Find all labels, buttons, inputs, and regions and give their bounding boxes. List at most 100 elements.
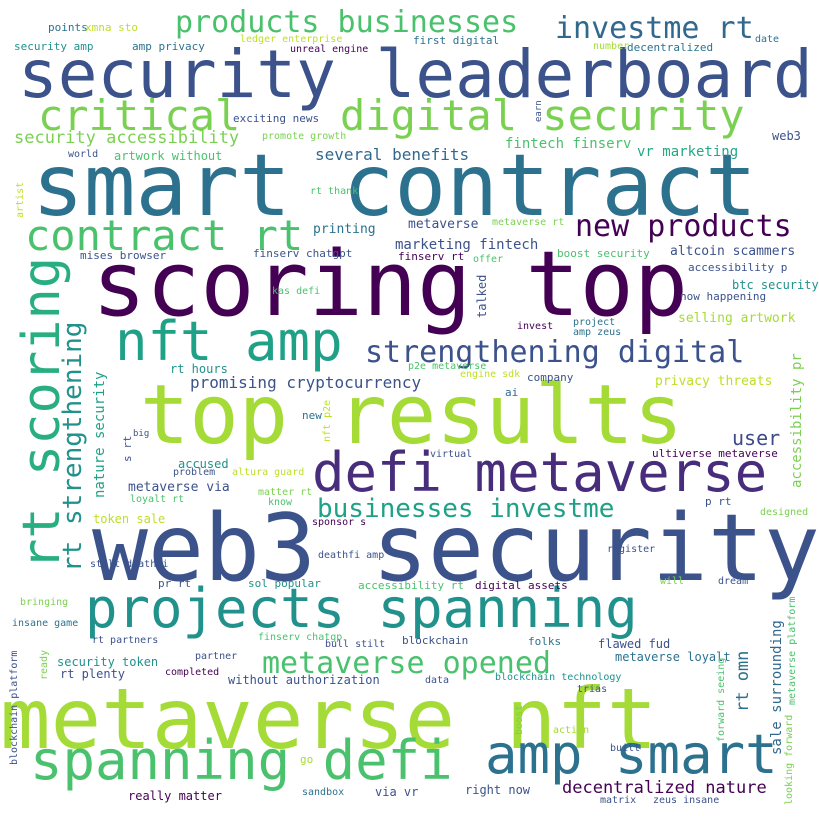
word-bringing: bringing (20, 597, 69, 608)
word-altcoin-scammers: altcoin scammers (670, 244, 796, 259)
word-metaverse: metaverse (408, 217, 479, 232)
word-new-products: new products (575, 209, 792, 244)
word-fintech-finserv: fintech finserv (505, 136, 632, 152)
word-rt-hours: rt hours (170, 362, 228, 376)
word-metaverse-loyalt: metaverse loyalt (615, 650, 731, 664)
word-register: register (607, 544, 656, 555)
word-strengthening-digital: strengthening digital (365, 335, 745, 370)
word-sandbox: sandbox (302, 787, 345, 798)
word-amp-smart: amp smart (485, 723, 778, 786)
word-promote-growth: promote growth (262, 131, 347, 142)
word-user: user (732, 426, 781, 450)
word-p2e-metaverse: p2e metaverse (408, 361, 487, 372)
word-promising-cryptocurrency: promising cryptocurrency (190, 373, 422, 392)
word-btc-security: btc security (732, 278, 819, 292)
word-web3-security: web3 security (92, 494, 819, 602)
word-new: new (302, 409, 322, 422)
word-project: project (573, 317, 616, 328)
word-ai: ai (505, 386, 519, 399)
word-ultiverse-metaverse: ultiverse metaverse (652, 447, 778, 460)
word-accessibility-p: accessibility p (688, 261, 788, 274)
word-deathfi-amp: deathfi amp (318, 550, 385, 561)
word-completed: completed (165, 667, 220, 678)
word-sponsor-s: sponsor s (312, 517, 367, 528)
word-metaverse-rt: metaverse rt (492, 217, 565, 228)
word-matter-rt: matter rt (258, 487, 313, 498)
word-folks: folks (528, 635, 562, 648)
word-rt-thank: rt thank (310, 186, 359, 197)
word-s-rt: s rt (121, 435, 134, 463)
word-rt-omn: rt omn (733, 650, 753, 712)
word-decentralized: decentralized (627, 41, 714, 54)
word-problem: problem (173, 467, 216, 478)
word-sol-popular: sol popular (248, 577, 321, 590)
word-metaverse-opened: metaverse opened (262, 646, 551, 681)
word-marketing-fintech: marketing fintech (395, 237, 539, 253)
word-number: number (593, 41, 630, 52)
word-spanning-defi: spanning defi (30, 729, 453, 792)
word-big: big (133, 429, 150, 439)
word-pr-rt: pr rt (158, 577, 192, 590)
word-designed: designed (760, 507, 809, 518)
word-insane-game: insane game (12, 618, 79, 629)
word-finserv-rt: finserv rt (398, 250, 465, 263)
word-nft-p2e: nft p2e (322, 399, 333, 442)
word-stilt-deathfi: stilt deathfi (90, 559, 169, 570)
word-unreal-engine: unreal engine (290, 44, 369, 55)
word-decentralized-nature: decentralized nature (562, 778, 767, 798)
word-rt-plenty: rt plenty (60, 667, 126, 681)
word-security-amp: security amp (14, 40, 94, 53)
word-contract-rt: contract rt (25, 211, 304, 260)
word-several-benefits: several benefits (315, 145, 470, 164)
word-artwork-without: artwork without (114, 149, 223, 163)
word-blockchain-platform: blockchain platform (9, 650, 20, 765)
word-nft-amp: nft amp (115, 310, 343, 373)
word-go: go (300, 753, 314, 766)
word-right-now: right now (465, 783, 531, 797)
word-rt-partners: rt partners (92, 635, 159, 646)
word-xmna-sto: xmna sto (85, 21, 138, 34)
word-really-matter: really matter (128, 789, 222, 803)
word-businesses-investme: businesses investme (317, 494, 615, 524)
word-forward-seeing: forward seeing (716, 657, 727, 742)
word-world: world (68, 149, 99, 160)
word-finserv-chatgpt: finserv chatgpt (253, 247, 353, 260)
word-now-happening: now happening (680, 290, 767, 303)
word-digital-assets: digital assets (475, 579, 568, 592)
word-ledger-enterprise: ledger enterprise (240, 34, 343, 45)
word-printing: printing (313, 222, 376, 237)
word-loyalt-rt: loyalt rt (130, 494, 185, 505)
word-privacy-threats: privacy threats (655, 374, 773, 389)
word-boost-security: boost security (557, 247, 650, 260)
word-company: company (527, 371, 574, 384)
word-built: built (610, 743, 641, 754)
word-sale-surrounding: sale surrounding (769, 620, 785, 755)
word-flawed-fud: flawed fud (598, 637, 671, 651)
word-blockchain-technology: blockchain technology (495, 672, 622, 683)
word-metaverse-nft: metaverse nft (0, 670, 658, 768)
word-exciting-news: exciting news (233, 112, 320, 125)
word-first-digital: first digital (413, 34, 500, 47)
word-without-authorization: without authorization (228, 673, 380, 687)
word-invest: invest (517, 321, 554, 332)
word-security-token: security token (57, 655, 159, 669)
word-partner: partner (195, 651, 238, 662)
word-security-accessibility: security accessibility (14, 128, 240, 148)
word-accessibility-rt: accessibility rt (358, 579, 464, 592)
word-ready: ready (39, 649, 50, 680)
word-altura-guard: altura guard (232, 467, 305, 478)
word-investme-rt: investme rt (555, 11, 754, 46)
word-data: data (425, 675, 450, 686)
word-offer: offer (473, 254, 504, 265)
word-virtual: virtual (430, 449, 473, 460)
word-trias: trias (577, 684, 608, 695)
word-products-businesses: products businesses (175, 5, 519, 40)
word-via-vr: via vr (375, 785, 419, 799)
word-defi-metaverse: defi metaverse (312, 441, 768, 504)
word-kas-defi: kas defi (272, 286, 321, 297)
word-p-rt: p rt (705, 495, 732, 508)
word-zeus-insane: zeus insane (653, 795, 720, 806)
word-digital-security: digital security (340, 91, 745, 140)
word-will: will (660, 576, 685, 587)
